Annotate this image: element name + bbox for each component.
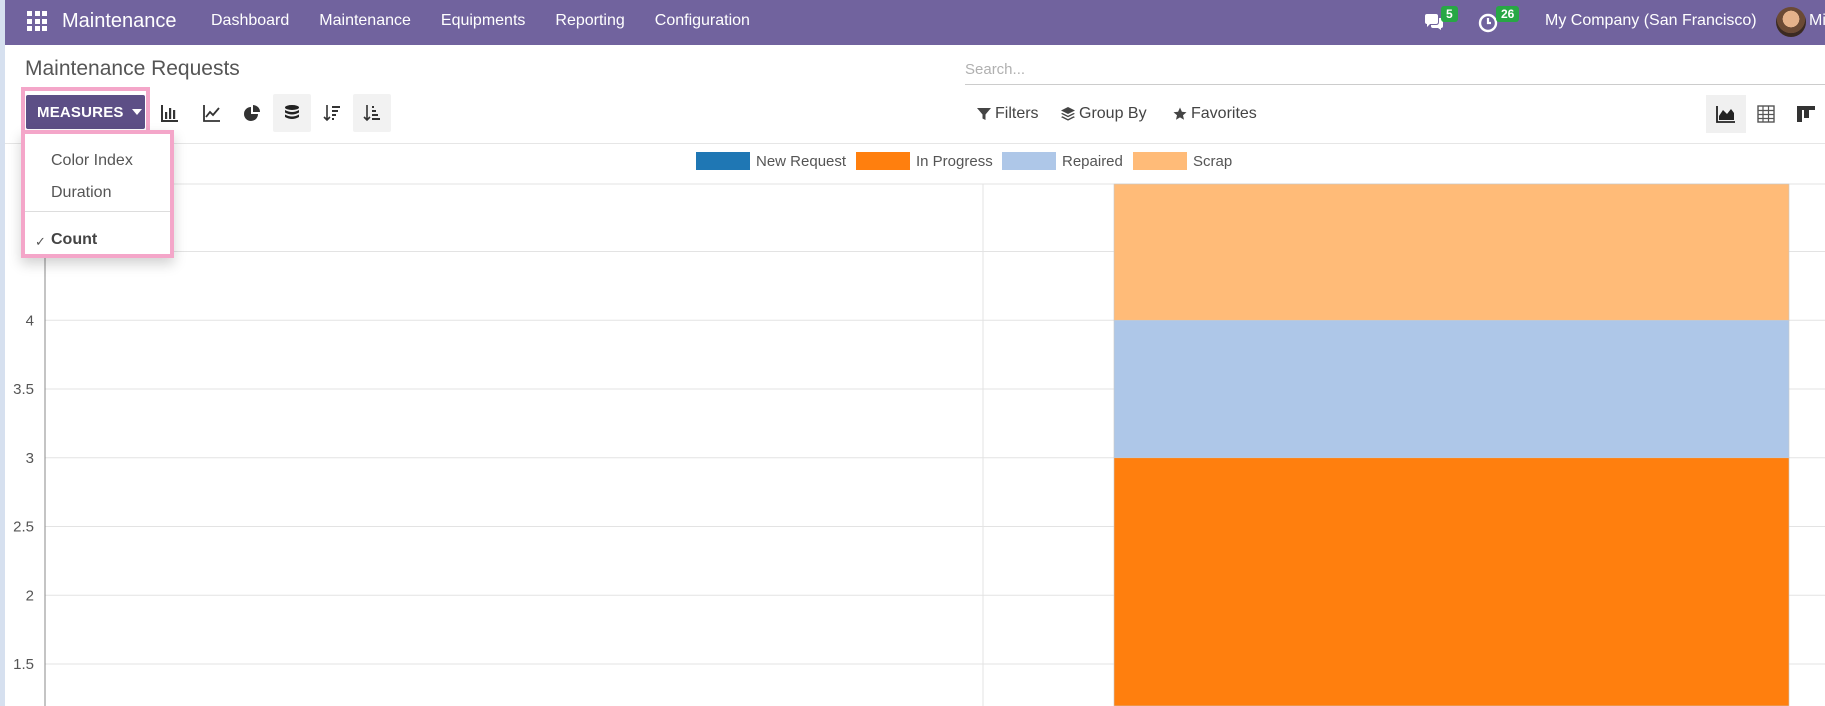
search-input[interactable] [965, 55, 1825, 83]
pie-chart-icon [244, 105, 260, 121]
sort-descending-button[interactable] [313, 94, 351, 132]
menu-maintenance[interactable]: Maintenance [319, 12, 411, 29]
chart-legend: New Request In Progress Repaired Scrap [0, 152, 1825, 174]
messages-button[interactable]: 5 [1423, 6, 1463, 36]
sort-ascending-button[interactable] [353, 94, 391, 132]
bar-chart-button[interactable] [151, 94, 189, 132]
messages-badge: 5 [1441, 6, 1458, 22]
stacked-toggle-button[interactable] [273, 94, 311, 132]
y-tick-label: 2 [26, 587, 34, 604]
legend-label: Repaired [1062, 152, 1123, 170]
line-chart-icon [203, 105, 220, 122]
y-tick-label: 3 [26, 450, 34, 467]
legend-label: Scrap [1193, 152, 1233, 170]
bar-scrap [1113, 183, 1790, 321]
measure-color-index[interactable]: Color Index [51, 152, 133, 169]
pivot-view-button[interactable] [1746, 95, 1786, 133]
bar-repaired [1113, 319, 1790, 459]
caret-down-icon [131, 109, 142, 115]
measures-dropdown: Color Index Duration ✓ Count [21, 130, 174, 258]
pivot-table-icon [1757, 105, 1775, 123]
menu-equipments[interactable]: Equipments [440, 12, 526, 29]
graph-view-button[interactable] [1706, 95, 1746, 133]
legend-item-in-progress[interactable]: In Progress [856, 152, 993, 170]
activities-button[interactable]: 26 [1478, 6, 1524, 36]
filters-button[interactable]: Filters [977, 105, 1039, 123]
kanban-icon [1797, 106, 1815, 122]
bar-chart-icon [161, 105, 178, 122]
measures-highlight-frame [21, 87, 150, 130]
legend-swatch [1133, 152, 1187, 170]
group-by-label: Group By [1079, 105, 1147, 122]
search-bar [965, 55, 1825, 85]
menu-dashboard[interactable]: Dashboard [211, 12, 290, 29]
star-icon [1173, 107, 1187, 120]
top-navbar: Maintenance Dashboard Maintenance Equipm… [5, 0, 1825, 45]
y-tick-label: 2.5 [13, 519, 34, 536]
filters-label: Filters [995, 105, 1039, 122]
menu-reporting[interactable]: Reporting [555, 12, 625, 29]
favorites-label: Favorites [1191, 105, 1257, 122]
measures-label: MEASURES [37, 103, 124, 121]
company-switcher[interactable]: My Company (San Francisco) [1545, 12, 1757, 29]
legend-swatch [856, 152, 910, 170]
measure-count[interactable]: Count [51, 231, 98, 248]
menu-configuration[interactable]: Configuration [654, 12, 750, 29]
favorites-button[interactable]: Favorites [1173, 105, 1257, 123]
legend-item-new-request[interactable]: New Request [696, 152, 846, 170]
filter-icon [977, 108, 991, 120]
legend-item-scrap[interactable]: Scrap [1133, 152, 1232, 170]
dropdown-divider [25, 211, 170, 212]
area-chart-icon [1716, 106, 1735, 123]
layers-icon [1061, 107, 1075, 121]
sort-descending-icon [323, 105, 340, 122]
apps-menu-icon[interactable] [27, 11, 47, 31]
measure-duration[interactable]: Duration [51, 184, 112, 201]
kanban-view-button[interactable] [1786, 95, 1825, 133]
group-by-button[interactable]: Group By [1061, 105, 1147, 123]
legend-label: In Progress [916, 152, 993, 170]
left-edge-strip [0, 0, 5, 706]
pie-chart-button[interactable] [233, 94, 271, 132]
control-panel-divider [5, 143, 1825, 144]
y-tick-label: 1.5 [13, 656, 34, 673]
sort-ascending-icon [363, 105, 380, 122]
bar-in-progress [1113, 457, 1790, 706]
chat-icon [1425, 14, 1443, 30]
measures-button[interactable]: MEASURES [26, 95, 145, 129]
check-icon: ✓ [35, 234, 46, 249]
y-tick-label: 3.5 [13, 381, 34, 398]
app-name[interactable]: Maintenance [62, 10, 177, 32]
legend-swatch [696, 152, 750, 170]
clock-icon [1478, 13, 1498, 33]
page-title: Maintenance Requests [25, 57, 240, 80]
user-avatar[interactable] [1776, 7, 1806, 37]
y-tick-label: 4 [26, 312, 34, 329]
user-name[interactable]: Mit [1809, 12, 1825, 29]
activities-badge: 26 [1496, 6, 1520, 22]
main-menu: Dashboard Maintenance Equipments Reporti… [211, 12, 780, 30]
legend-swatch [1002, 152, 1056, 170]
legend-item-repaired[interactable]: Repaired [1002, 152, 1123, 170]
legend-label: New Request [756, 152, 847, 170]
stacked-icon [285, 105, 299, 119]
line-chart-button[interactable] [193, 94, 231, 132]
